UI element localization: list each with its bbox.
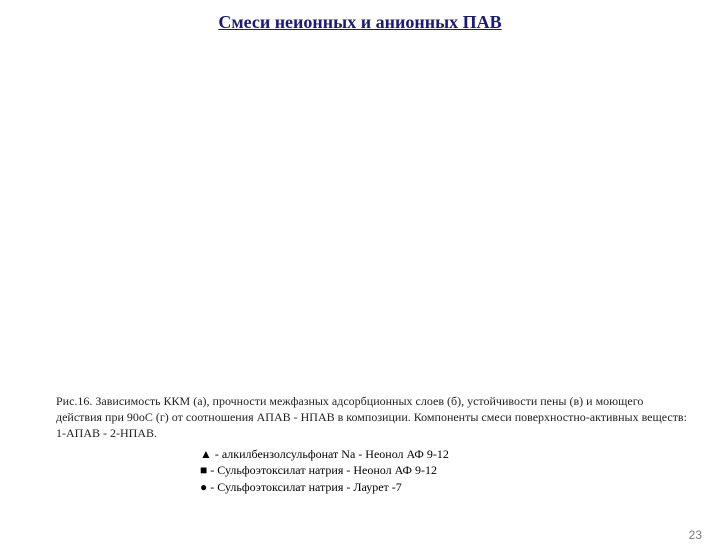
page-title: Смеси неионных и анионных ПАВ — [0, 12, 720, 33]
chart-a — [56, 39, 356, 207]
chart-b — [380, 39, 680, 207]
legend-line-square: ■ - Сульфоэтоксилат натрия - Неонол АФ 9… — [200, 462, 720, 479]
chart-c — [56, 211, 356, 379]
chart-d — [380, 211, 680, 379]
legend-line-circle: ● - Сульфоэтоксилат натрия - Лаурет -7 — [200, 479, 720, 496]
figure-caption: Рис.16. Зависимость ККМ (а), прочности м… — [0, 379, 720, 442]
chart-grid — [0, 39, 720, 379]
legend-block: ▲ - алкилбензолсульфонат Na - Неонол АФ … — [0, 446, 720, 496]
legend-line-triangle: ▲ - алкилбензолсульфонат Na - Неонол АФ … — [200, 446, 720, 463]
